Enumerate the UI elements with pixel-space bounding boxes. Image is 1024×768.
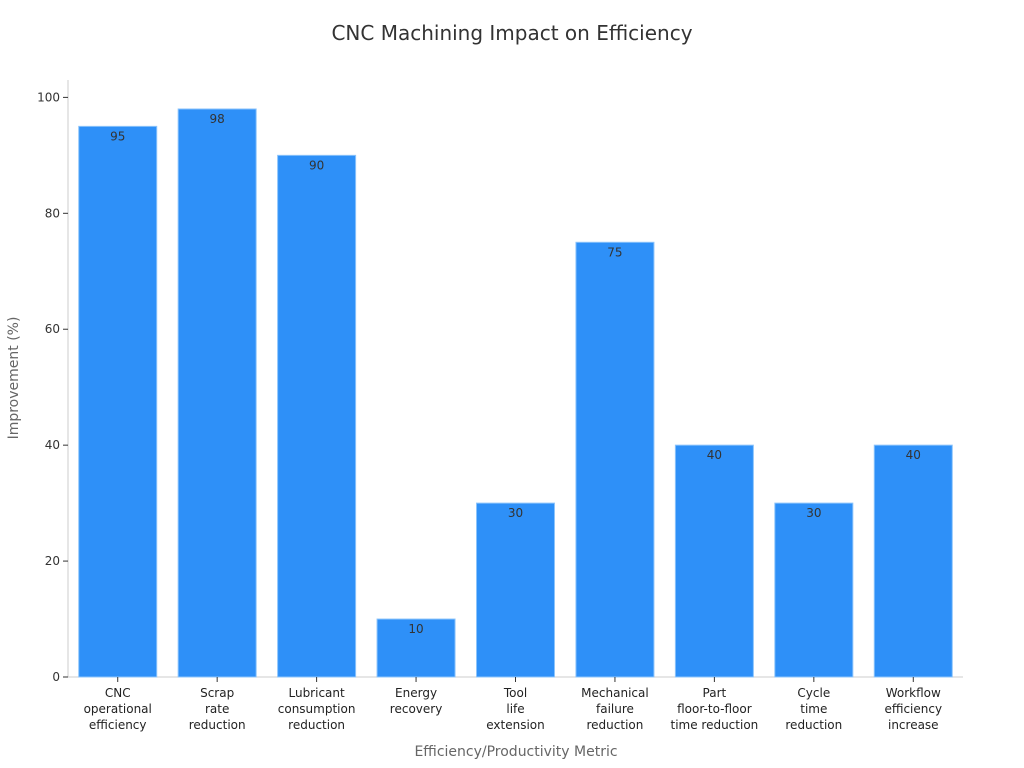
x-tick-label: Energy bbox=[395, 686, 437, 700]
x-tick-label: Workflow bbox=[886, 686, 941, 700]
x-tick-label: reduction bbox=[587, 718, 644, 732]
x-tick-label: Tool bbox=[503, 686, 527, 700]
x-tick-label: consumption bbox=[278, 702, 356, 716]
y-tick-label: 0 bbox=[52, 670, 60, 684]
chart-title: CNC Machining Impact on Efficiency bbox=[331, 21, 692, 45]
y-axis-label: Improvement (%) bbox=[6, 317, 22, 440]
x-tick-label: efficiency bbox=[884, 702, 942, 716]
x-tick-label: rate bbox=[205, 702, 229, 716]
x-tick-label: Lubricant bbox=[288, 686, 345, 700]
bar-value-label: 30 bbox=[508, 506, 523, 520]
bar bbox=[78, 125, 158, 678]
x-tick-label: reduction bbox=[785, 718, 842, 732]
x-tick-label: Scrap bbox=[200, 686, 234, 700]
y-tick-label: 80 bbox=[45, 206, 60, 220]
x-tick-label: Cycle bbox=[797, 686, 830, 700]
x-tick-label: CNC bbox=[105, 686, 131, 700]
bar bbox=[177, 108, 257, 678]
x-tick-label: recovery bbox=[390, 702, 443, 716]
x-tick-label: Mechanical bbox=[581, 686, 649, 700]
bar bbox=[674, 444, 754, 678]
bar-value-label: 98 bbox=[210, 112, 225, 126]
x-tick-label: increase bbox=[888, 718, 939, 732]
x-tick-label: Part bbox=[703, 686, 727, 700]
x-axis-label: Efficiency/Productivity Metric bbox=[414, 744, 617, 760]
bar-value-label: 10 bbox=[408, 622, 423, 636]
x-tick-label: reduction bbox=[189, 718, 246, 732]
bar bbox=[774, 502, 854, 678]
y-tick-label: 20 bbox=[45, 554, 60, 568]
bar-value-label: 40 bbox=[906, 448, 921, 462]
x-tick-label: extension bbox=[486, 718, 545, 732]
bar-value-label: 40 bbox=[707, 448, 722, 462]
bar-value-label: 30 bbox=[806, 506, 821, 520]
bar bbox=[873, 444, 953, 678]
x-tick-label: reduction bbox=[288, 718, 345, 732]
bar bbox=[376, 618, 456, 678]
y-tick-label: 100 bbox=[37, 90, 60, 104]
x-tick-label: floor-to-floor bbox=[677, 702, 752, 716]
y-tick-label: 40 bbox=[45, 438, 60, 452]
bar-value-label: 75 bbox=[607, 245, 622, 259]
x-tick-label: operational bbox=[84, 702, 152, 716]
bar bbox=[575, 241, 655, 678]
y-tick-label: 60 bbox=[45, 322, 60, 336]
bar-value-label: 95 bbox=[110, 129, 125, 143]
bar bbox=[277, 154, 357, 678]
bar bbox=[476, 502, 555, 678]
x-tick-label: failure bbox=[596, 702, 634, 716]
bar-value-label: 90 bbox=[309, 158, 324, 172]
x-tick-label: efficiency bbox=[89, 718, 147, 732]
x-tick-label: life bbox=[506, 702, 524, 716]
x-tick-label: time reduction bbox=[670, 718, 758, 732]
x-tick-label: time bbox=[800, 702, 827, 716]
